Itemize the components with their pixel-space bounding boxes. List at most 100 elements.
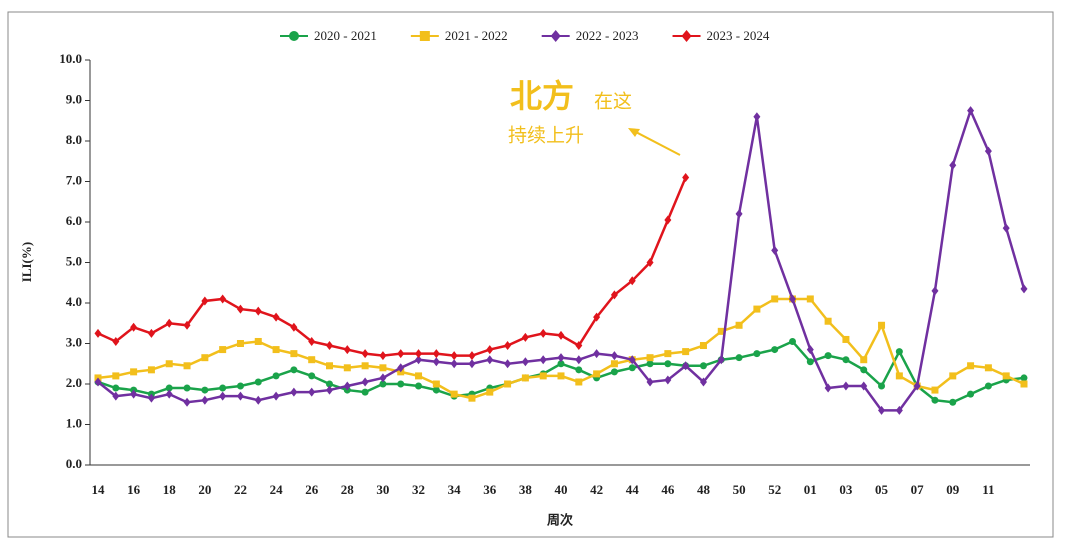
marker bbox=[717, 355, 725, 365]
marker bbox=[824, 352, 832, 360]
x-tick-label: 38 bbox=[519, 482, 533, 497]
x-tick-label: 22 bbox=[234, 482, 247, 497]
marker bbox=[504, 359, 512, 369]
marker bbox=[931, 396, 939, 404]
y-axis-label: ILI(%) bbox=[19, 242, 34, 282]
y-tick-label: 8.0 bbox=[66, 132, 82, 147]
marker bbox=[147, 328, 155, 338]
marker bbox=[236, 382, 244, 390]
legend-label: 2023 - 2024 bbox=[707, 28, 770, 43]
marker bbox=[308, 336, 316, 346]
marker bbox=[379, 364, 387, 372]
x-tick-label: 36 bbox=[483, 482, 497, 497]
marker bbox=[112, 372, 120, 380]
marker bbox=[165, 389, 173, 399]
marker bbox=[878, 382, 886, 390]
marker bbox=[539, 372, 547, 380]
marker bbox=[468, 359, 476, 369]
marker bbox=[984, 382, 992, 390]
marker bbox=[1020, 380, 1028, 388]
marker bbox=[201, 386, 209, 394]
legend-label: 2020 - 2021 bbox=[314, 28, 377, 43]
marker bbox=[575, 355, 583, 365]
x-tick-label: 26 bbox=[305, 482, 319, 497]
marker bbox=[575, 366, 583, 374]
marker bbox=[949, 372, 957, 380]
marker bbox=[984, 146, 992, 156]
marker bbox=[1020, 374, 1028, 382]
y-tick-label: 6.0 bbox=[66, 213, 82, 228]
marker bbox=[254, 378, 262, 386]
marker bbox=[290, 387, 298, 397]
marker bbox=[806, 345, 814, 355]
marker bbox=[468, 351, 476, 361]
marker bbox=[326, 341, 333, 351]
marker bbox=[326, 362, 333, 370]
marker bbox=[165, 384, 173, 392]
marker bbox=[610, 360, 618, 368]
marker bbox=[557, 330, 565, 340]
marker bbox=[610, 368, 618, 376]
marker bbox=[521, 332, 529, 342]
y-tick-label: 5.0 bbox=[66, 253, 82, 268]
marker bbox=[521, 374, 529, 382]
legend-label: 2021 - 2022 bbox=[445, 28, 508, 43]
marker bbox=[272, 391, 280, 401]
marker bbox=[343, 381, 351, 391]
marker bbox=[557, 360, 565, 368]
marker bbox=[539, 328, 547, 338]
marker bbox=[415, 355, 423, 365]
marker bbox=[486, 345, 494, 355]
marker bbox=[236, 304, 244, 314]
marker bbox=[432, 386, 440, 394]
marker bbox=[236, 391, 244, 401]
y-tick-label: 4.0 bbox=[66, 294, 82, 309]
arrow-head bbox=[628, 128, 640, 137]
marker bbox=[575, 378, 583, 386]
x-tick-label: 24 bbox=[270, 482, 284, 497]
marker bbox=[94, 328, 102, 338]
x-tick-label: 28 bbox=[341, 482, 355, 497]
marker bbox=[949, 160, 957, 170]
marker bbox=[450, 359, 458, 369]
marker bbox=[878, 405, 886, 415]
x-tick-label: 52 bbox=[768, 482, 781, 497]
x-tick-label: 30 bbox=[376, 482, 389, 497]
marker bbox=[1002, 223, 1010, 233]
marker bbox=[468, 394, 476, 402]
x-tick-label: 14 bbox=[92, 482, 106, 497]
x-tick-label: 42 bbox=[590, 482, 603, 497]
marker bbox=[539, 355, 547, 365]
marker bbox=[967, 362, 975, 370]
marker bbox=[1020, 284, 1028, 294]
x-tick-label: 34 bbox=[448, 482, 462, 497]
marker bbox=[735, 354, 743, 362]
x-tick-label: 40 bbox=[555, 482, 568, 497]
marker bbox=[290, 350, 298, 358]
x-tick-label: 16 bbox=[127, 482, 141, 497]
marker bbox=[201, 296, 209, 306]
marker bbox=[201, 354, 209, 362]
marker bbox=[842, 356, 850, 364]
marker bbox=[379, 380, 387, 388]
marker bbox=[450, 351, 458, 361]
marker bbox=[860, 356, 868, 364]
x-tick-label: 09 bbox=[946, 482, 960, 497]
marker bbox=[308, 356, 316, 364]
marker bbox=[112, 384, 120, 392]
marker bbox=[967, 106, 975, 116]
x-tick-label: 50 bbox=[733, 482, 746, 497]
marker bbox=[130, 322, 138, 332]
marker bbox=[521, 357, 529, 367]
marker bbox=[895, 348, 903, 356]
y-tick-label: 7.0 bbox=[66, 172, 82, 187]
marker bbox=[699, 377, 707, 387]
marker bbox=[236, 340, 244, 347]
marker bbox=[628, 355, 636, 365]
annotation: 在这 bbox=[594, 91, 632, 113]
marker bbox=[219, 294, 227, 304]
marker bbox=[326, 380, 333, 388]
marker bbox=[557, 353, 565, 363]
marker bbox=[664, 350, 672, 358]
